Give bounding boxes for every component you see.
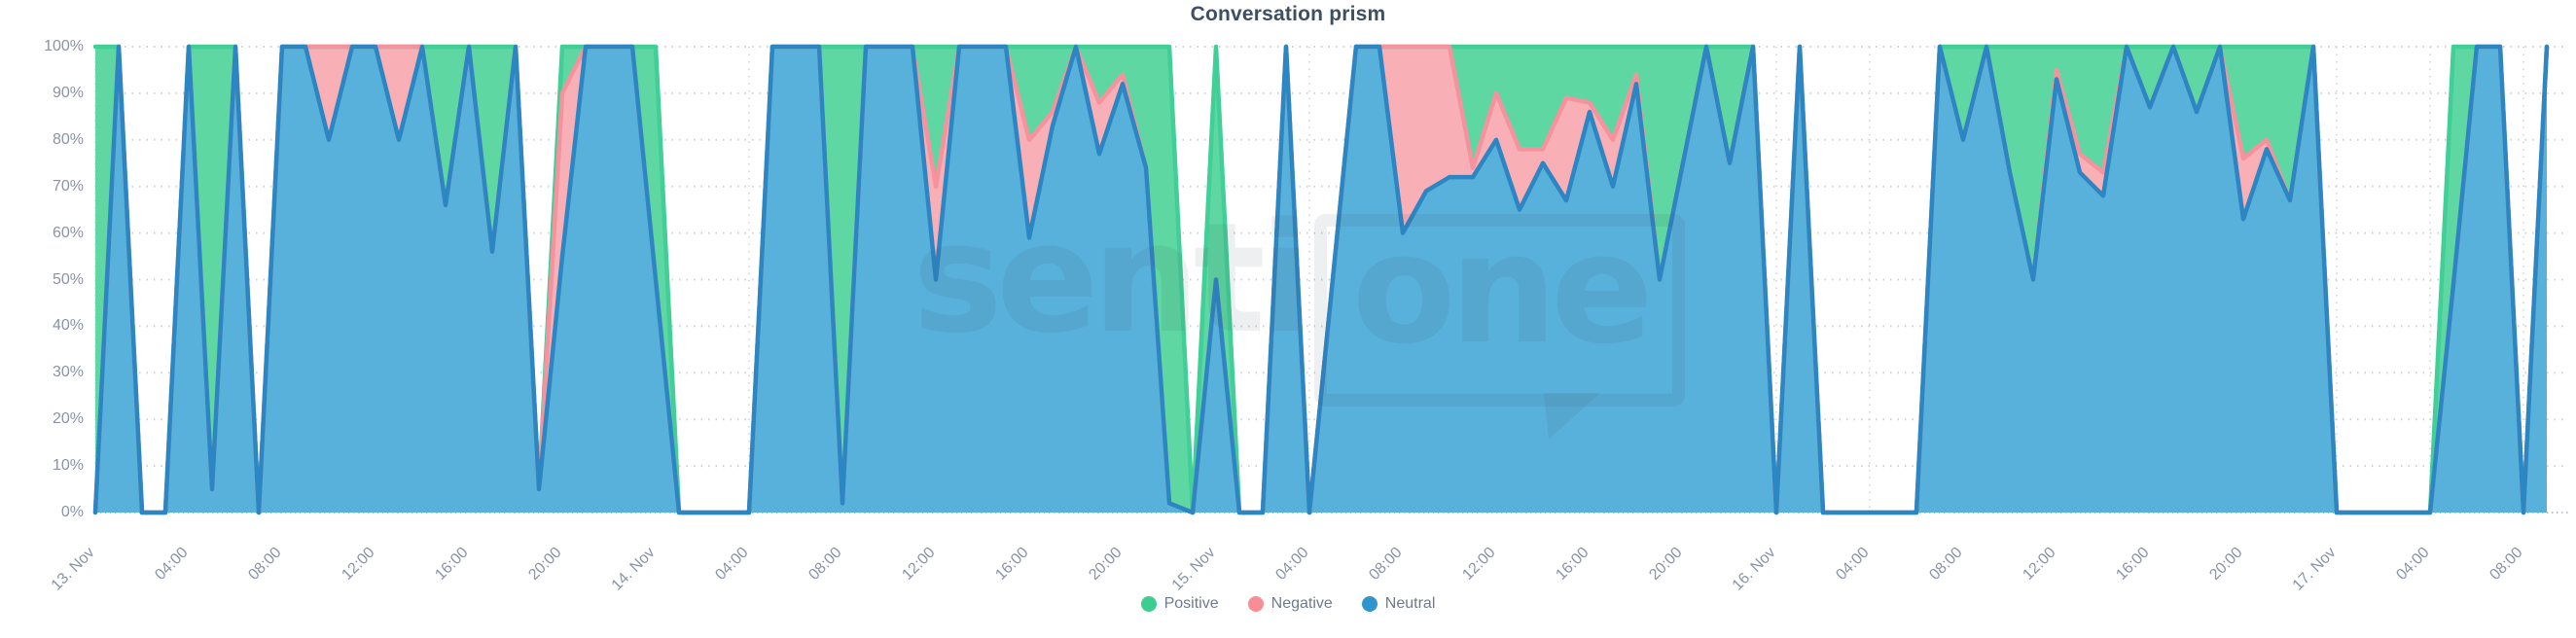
y-tick-label-10%: 10%	[52, 457, 84, 475]
y-tick-label-70%: 70%	[52, 177, 84, 195]
positive-dot-icon	[1140, 596, 1157, 612]
y-tick-label-30%: 30%	[52, 364, 84, 381]
chart-legend: Positive Negative Neutral	[0, 595, 2576, 613]
legend-item-positive[interactable]: Positive	[1140, 595, 1219, 613]
negative-dot-icon	[1247, 596, 1264, 612]
legend-label-neutral: Neutral	[1384, 595, 1436, 612]
legend-label-positive: Positive	[1163, 595, 1219, 612]
y-tick-label-80%: 80%	[52, 130, 84, 148]
y-tick-label-20%: 20%	[52, 410, 84, 428]
y-tick-label-60%: 60%	[52, 224, 84, 241]
legend-item-neutral[interactable]: Neutral	[1361, 595, 1436, 613]
area-positive	[95, 47, 2547, 513]
legend-item-negative[interactable]: Negative	[1247, 595, 1333, 613]
line-neutral	[92, 44, 2550, 515]
y-tick-label-40%: 40%	[52, 317, 84, 335]
y-tick-label-100%: 100%	[44, 38, 84, 54]
y-tick-label-50%: 50%	[52, 270, 84, 288]
legend-label-negative: Negative	[1270, 595, 1333, 612]
y-tick-label-0%: 0%	[60, 504, 84, 520]
chart-title: Conversation prism	[1190, 3, 1386, 25]
neutral-dot-icon	[1361, 596, 1377, 612]
y-tick-label-90%: 90%	[52, 84, 84, 101]
